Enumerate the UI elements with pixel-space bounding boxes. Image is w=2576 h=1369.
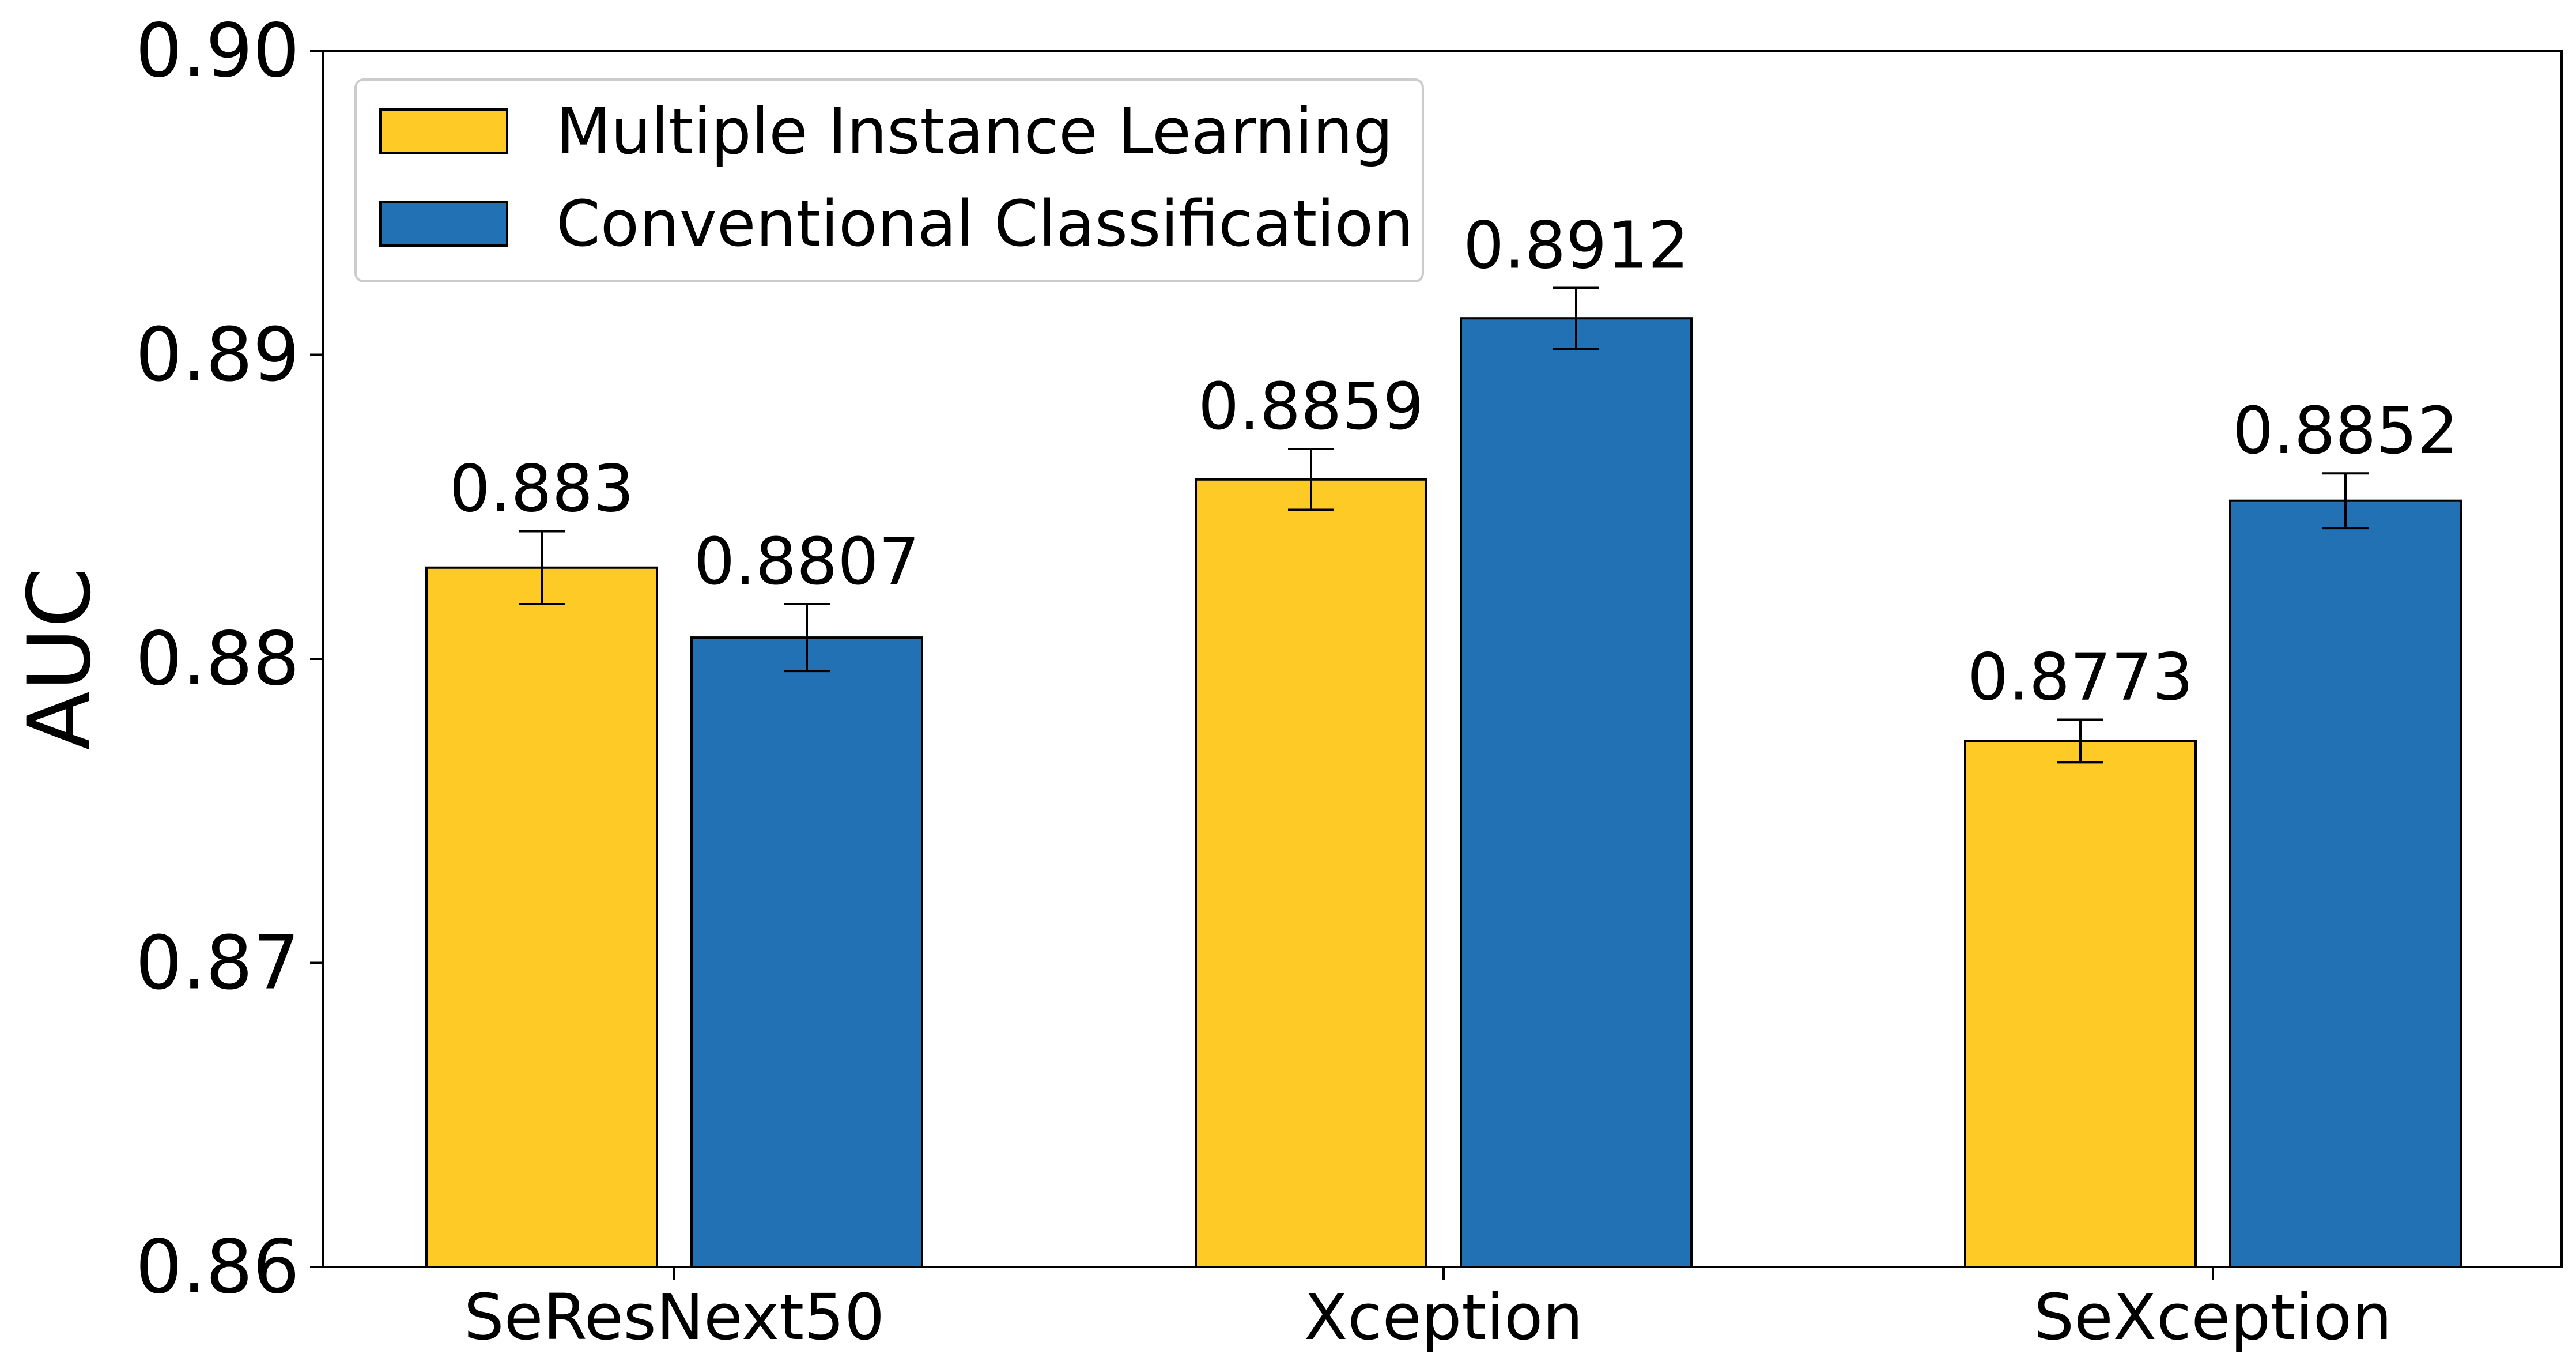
error-bar-mil-0 [519,530,565,606]
y-tick-label: 0.89 [135,312,300,398]
data-label-cc-2: 0.8852 [2233,394,2458,469]
data-labels-layer: 0.883 0.8859 0.8773 0.8807 0.8912 0.8852 [450,208,2458,715]
legend-swatch-mil [379,108,508,154]
legend: Multiple Instance Learning Conventional C… [354,78,1424,282]
error-bar-cc-1 [1553,286,1599,350]
data-label-cc-0: 0.8807 [694,525,920,599]
x-tick-label: SeXception [2034,1280,2392,1354]
bars-layer [425,317,2462,1269]
y-axis-label: AUC [10,567,110,750]
x-tick-label: Xception [1304,1280,1583,1354]
bar-cc-1 [1460,317,1693,1269]
error-bar-mil-1 [1288,448,1334,511]
bar-mil-1 [1195,478,1427,1268]
error-bars-layer [519,286,2369,764]
y-tick-label: 0.90 [135,8,300,94]
bar-mil-2 [1964,740,2197,1269]
data-label-mil-1: 0.8859 [1198,369,1424,444]
legend-swatch-cc [379,201,508,247]
error-bar-cc-2 [2322,472,2369,530]
y-tick-label: 0.88 [135,616,300,702]
legend-label-mil: Multiple Instance Learning [556,95,1393,168]
x-tick-label: SeResNext50 [464,1280,885,1354]
x-axis: SeResNext50 Xception SeXception [464,1267,2392,1354]
y-axis: 0.86 0.87 0.88 0.89 0.90 [135,8,323,1310]
error-bar-mil-2 [2057,718,2103,764]
y-tick-label: 0.86 [135,1224,300,1310]
error-bar-cc-0 [784,603,830,673]
legend-label-cc: Conventional Classification [556,187,1414,261]
legend-box [354,78,1424,282]
data-label-mil-2: 0.8773 [1967,640,2193,715]
y-tick-label: 0.87 [135,921,300,1006]
data-label-mil-0: 0.883 [450,451,634,526]
data-label-cc-1: 0.8912 [1463,208,1689,283]
bar-mil-0 [425,566,658,1268]
bar-cc-2 [2229,499,2462,1269]
bar-cc-0 [690,636,923,1268]
